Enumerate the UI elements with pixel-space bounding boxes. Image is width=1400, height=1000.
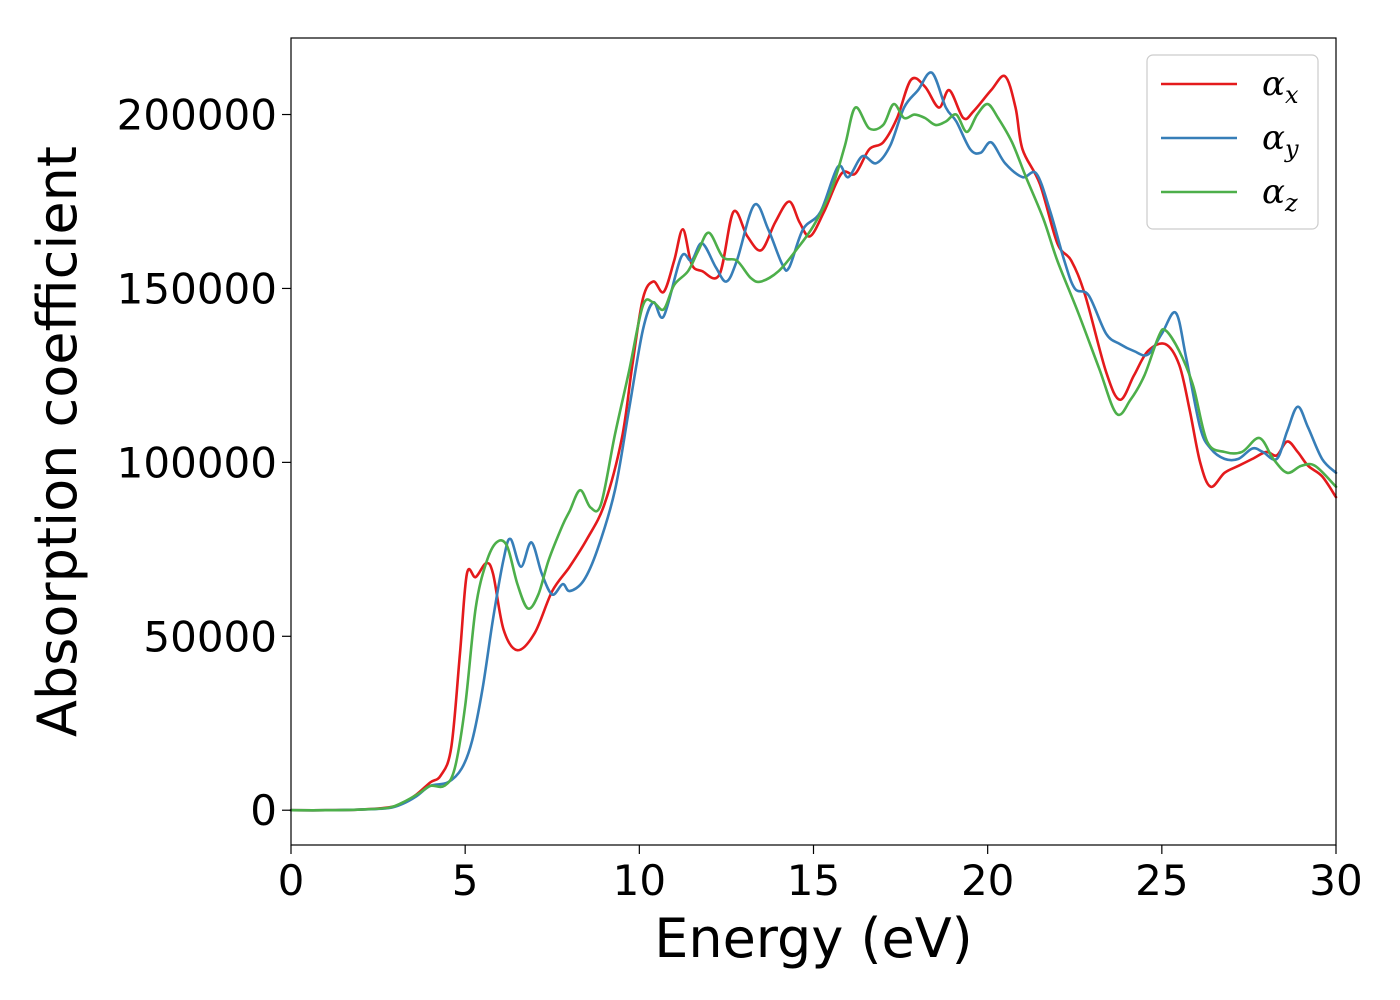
x-tick-label: 30 bbox=[1309, 856, 1362, 905]
y-axis: 0 50000 100000 150000 200000 bbox=[117, 91, 291, 835]
y-axis-label: Absorption coefficient bbox=[26, 146, 89, 737]
y-tick-label: 0 bbox=[250, 786, 277, 835]
series-line-y bbox=[289, 71, 1338, 812]
legend: αx αy αz bbox=[1146, 54, 1319, 230]
x-axis: 0 5 10 15 20 25 30 bbox=[278, 845, 1363, 905]
series-layer bbox=[289, 71, 1338, 812]
legend-label-x: αx bbox=[1262, 64, 1299, 109]
series-line-z bbox=[289, 102, 1338, 812]
legend-box bbox=[1146, 54, 1319, 230]
x-tick-label: 15 bbox=[787, 856, 840, 905]
x-axis-label: Energy (eV) bbox=[654, 907, 973, 970]
x-tick-label: 5 bbox=[452, 856, 479, 905]
y-tick-label: 200000 bbox=[117, 91, 277, 140]
x-tick-label: 0 bbox=[278, 856, 305, 905]
legend-label-y: αy bbox=[1262, 118, 1299, 163]
x-tick-label: 10 bbox=[613, 856, 666, 905]
legend-label-z: αz bbox=[1262, 172, 1298, 217]
x-tick-label: 20 bbox=[961, 856, 1014, 905]
y-tick-label: 100000 bbox=[117, 438, 277, 487]
x-tick-label: 25 bbox=[1135, 856, 1188, 905]
y-tick-label: 150000 bbox=[117, 264, 277, 313]
series-line-x bbox=[289, 74, 1338, 812]
y-tick-label: 50000 bbox=[143, 612, 277, 661]
